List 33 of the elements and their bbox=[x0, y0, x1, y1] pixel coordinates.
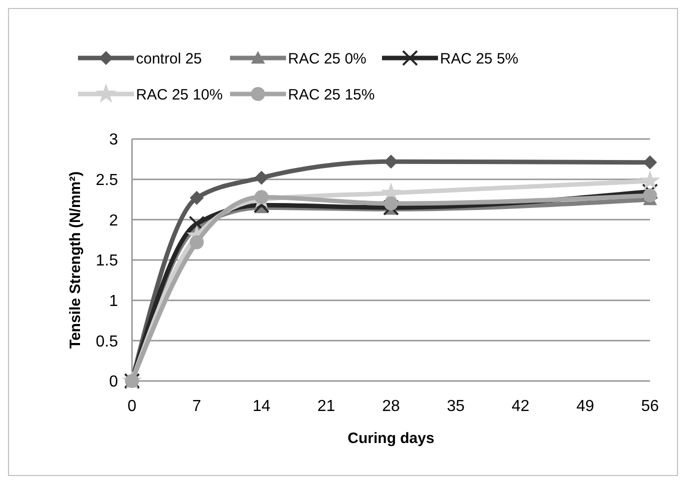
x-tick-label: 14 bbox=[252, 398, 270, 415]
point bbox=[254, 170, 268, 185]
point bbox=[190, 235, 204, 250]
legend-label: control 25 bbox=[136, 50, 202, 68]
x-tick-label: 35 bbox=[446, 398, 465, 415]
y-tick-label: 1 bbox=[109, 292, 118, 310]
x-tick-label: 56 bbox=[641, 398, 659, 415]
legend-label: RAC 25 5% bbox=[440, 50, 518, 68]
point bbox=[640, 170, 660, 190]
x-tick-label: 42 bbox=[512, 398, 530, 415]
point bbox=[190, 190, 204, 205]
point bbox=[384, 154, 398, 169]
point bbox=[642, 183, 658, 200]
x-tick-label: 28 bbox=[382, 398, 400, 415]
legend-label: RAC 25 0% bbox=[288, 50, 366, 68]
y-tick-label: 3 bbox=[109, 132, 118, 149]
x-tick-label: 0 bbox=[128, 398, 137, 415]
x-tick-label: 21 bbox=[317, 398, 336, 415]
point bbox=[643, 155, 657, 170]
y-tick-label: 0 bbox=[109, 374, 118, 391]
x-tick-label: 49 bbox=[576, 398, 594, 415]
point bbox=[254, 190, 268, 204]
y-tick-label: 2 bbox=[109, 212, 118, 230]
y-tick-label: 0.5 bbox=[96, 333, 118, 350]
legend-label: RAC 25 15% bbox=[288, 86, 375, 104]
x-axis-title: Curing days bbox=[348, 430, 434, 447]
y-tick-label: 1.5 bbox=[96, 252, 118, 270]
legend-label: RAC 25 10% bbox=[136, 86, 223, 104]
y-tick-label: 2.5 bbox=[96, 172, 118, 189]
x-tick-label: 7 bbox=[192, 398, 202, 415]
point bbox=[643, 188, 657, 202]
point bbox=[384, 196, 398, 211]
y-axis-title: Tensile Strength (N/mm²) bbox=[67, 171, 84, 349]
